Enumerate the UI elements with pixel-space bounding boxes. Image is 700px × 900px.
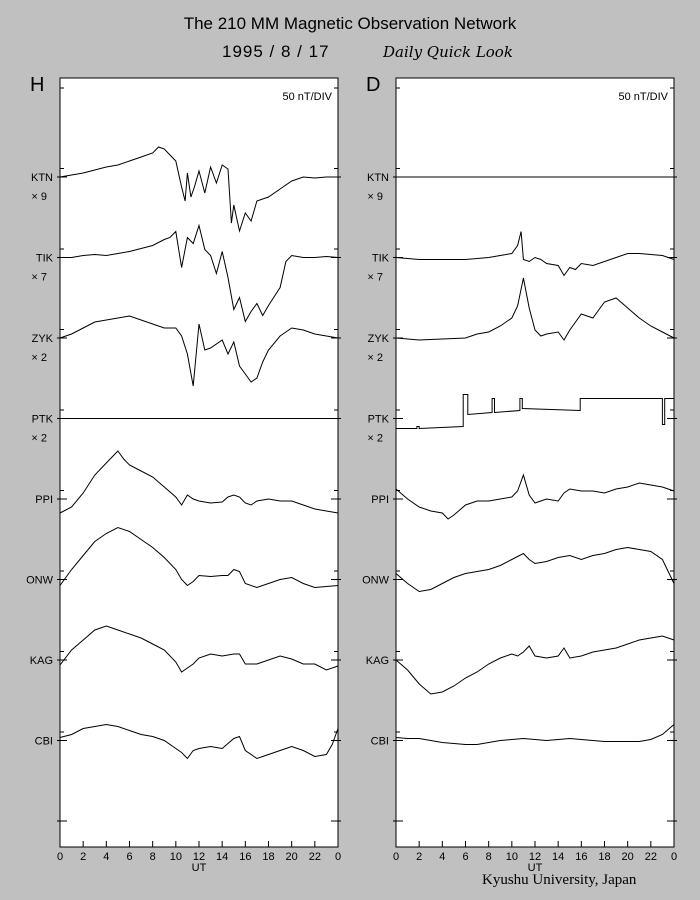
trace-onw: [395, 546, 675, 593]
trace-tik: [60, 223, 339, 323]
trace-tik: [395, 231, 675, 277]
trace-ppi: [59, 450, 339, 514]
x-tick-label: 16: [575, 851, 587, 863]
x-tick-label: 2: [416, 851, 422, 863]
x-tick-label: 22: [309, 851, 321, 863]
station-label: KTN: [367, 172, 389, 184]
station-label: PPI: [35, 494, 53, 506]
station-label: ZYK: [32, 333, 54, 345]
x-tick-label: 6: [462, 851, 468, 863]
trace-cbi: [395, 724, 675, 745]
x-tick-label: 0: [57, 851, 63, 863]
x-tick-label: 20: [286, 851, 298, 863]
panel-label: D: [366, 74, 380, 96]
scale-label: 50 nT/DIV: [618, 91, 668, 103]
station-label: KAG: [366, 655, 389, 667]
chart-title: The 210 MM Magnetic Observation Network: [183, 14, 517, 33]
station-label: ONW: [26, 575, 54, 587]
station-label: TIK: [36, 253, 54, 265]
station-label: PPI: [371, 494, 389, 506]
x-tick-label: 4: [103, 851, 109, 863]
x-tick-label: 2: [80, 851, 86, 863]
x-tick-label: 10: [506, 851, 518, 863]
chart-subtitle: Daily Quick Look: [383, 43, 513, 61]
multiplier-label: × 2: [367, 433, 383, 445]
x-tick-label: 6: [126, 851, 132, 863]
trace-zyk: [395, 277, 675, 341]
plot-frame: [395, 77, 675, 848]
station-label: PTK: [368, 414, 390, 426]
credit-label: Kyushu University, Japan: [482, 872, 637, 888]
x-tick-label: 18: [262, 851, 274, 863]
x-tick-label: 0: [335, 851, 341, 863]
trace-ktn: [59, 146, 338, 233]
trace-ppi: [395, 473, 675, 520]
multiplier-label: × 9: [367, 191, 383, 203]
panel-label: H: [30, 74, 44, 96]
trace-kag: [59, 625, 339, 673]
x-tick-label: 4: [439, 851, 445, 863]
plot-frame: [59, 77, 339, 848]
x-tick-label: 0: [393, 851, 399, 863]
multiplier-label: × 7: [31, 272, 47, 284]
trace-cbi: [59, 723, 339, 760]
x-tick-label: 20: [622, 851, 634, 863]
x-tick-label: 22: [645, 851, 657, 863]
x-tick-label: 18: [598, 851, 610, 863]
x-axis-label: UT: [528, 862, 543, 874]
trace-zyk: [59, 315, 339, 387]
station-label: PTK: [32, 414, 54, 426]
station-label: ONW: [362, 575, 390, 587]
trace-kag: [395, 635, 675, 695]
scale-label: 50 nT/DIV: [282, 91, 332, 103]
x-tick-label: 16: [239, 851, 251, 863]
station-label: ZYK: [368, 333, 390, 345]
multiplier-label: × 2: [31, 433, 47, 445]
trace-ptk: [396, 394, 674, 430]
x-tick-label: 14: [216, 851, 228, 863]
trace-onw: [59, 526, 339, 589]
multiplier-label: × 7: [367, 272, 383, 284]
station-label: KTN: [31, 172, 53, 184]
x-tick-label: 12: [529, 851, 541, 863]
station-label: CBI: [371, 736, 389, 748]
x-tick-label: 10: [170, 851, 182, 863]
station-label: TIK: [372, 253, 390, 265]
x-tick-label: 12: [193, 851, 205, 863]
x-tick-label: 8: [150, 851, 156, 863]
multiplier-label: × 2: [31, 352, 47, 364]
station-label: KAG: [30, 655, 53, 667]
x-tick-label: 14: [552, 851, 564, 863]
x-tick-label: 8: [486, 851, 492, 863]
multiplier-label: × 2: [367, 352, 383, 364]
x-axis-label: UT: [192, 862, 207, 874]
observation-date: 1995 / 8 / 17: [222, 42, 330, 61]
x-tick-label: 0: [671, 851, 677, 863]
station-label: CBI: [35, 736, 53, 748]
multiplier-label: × 9: [31, 191, 47, 203]
